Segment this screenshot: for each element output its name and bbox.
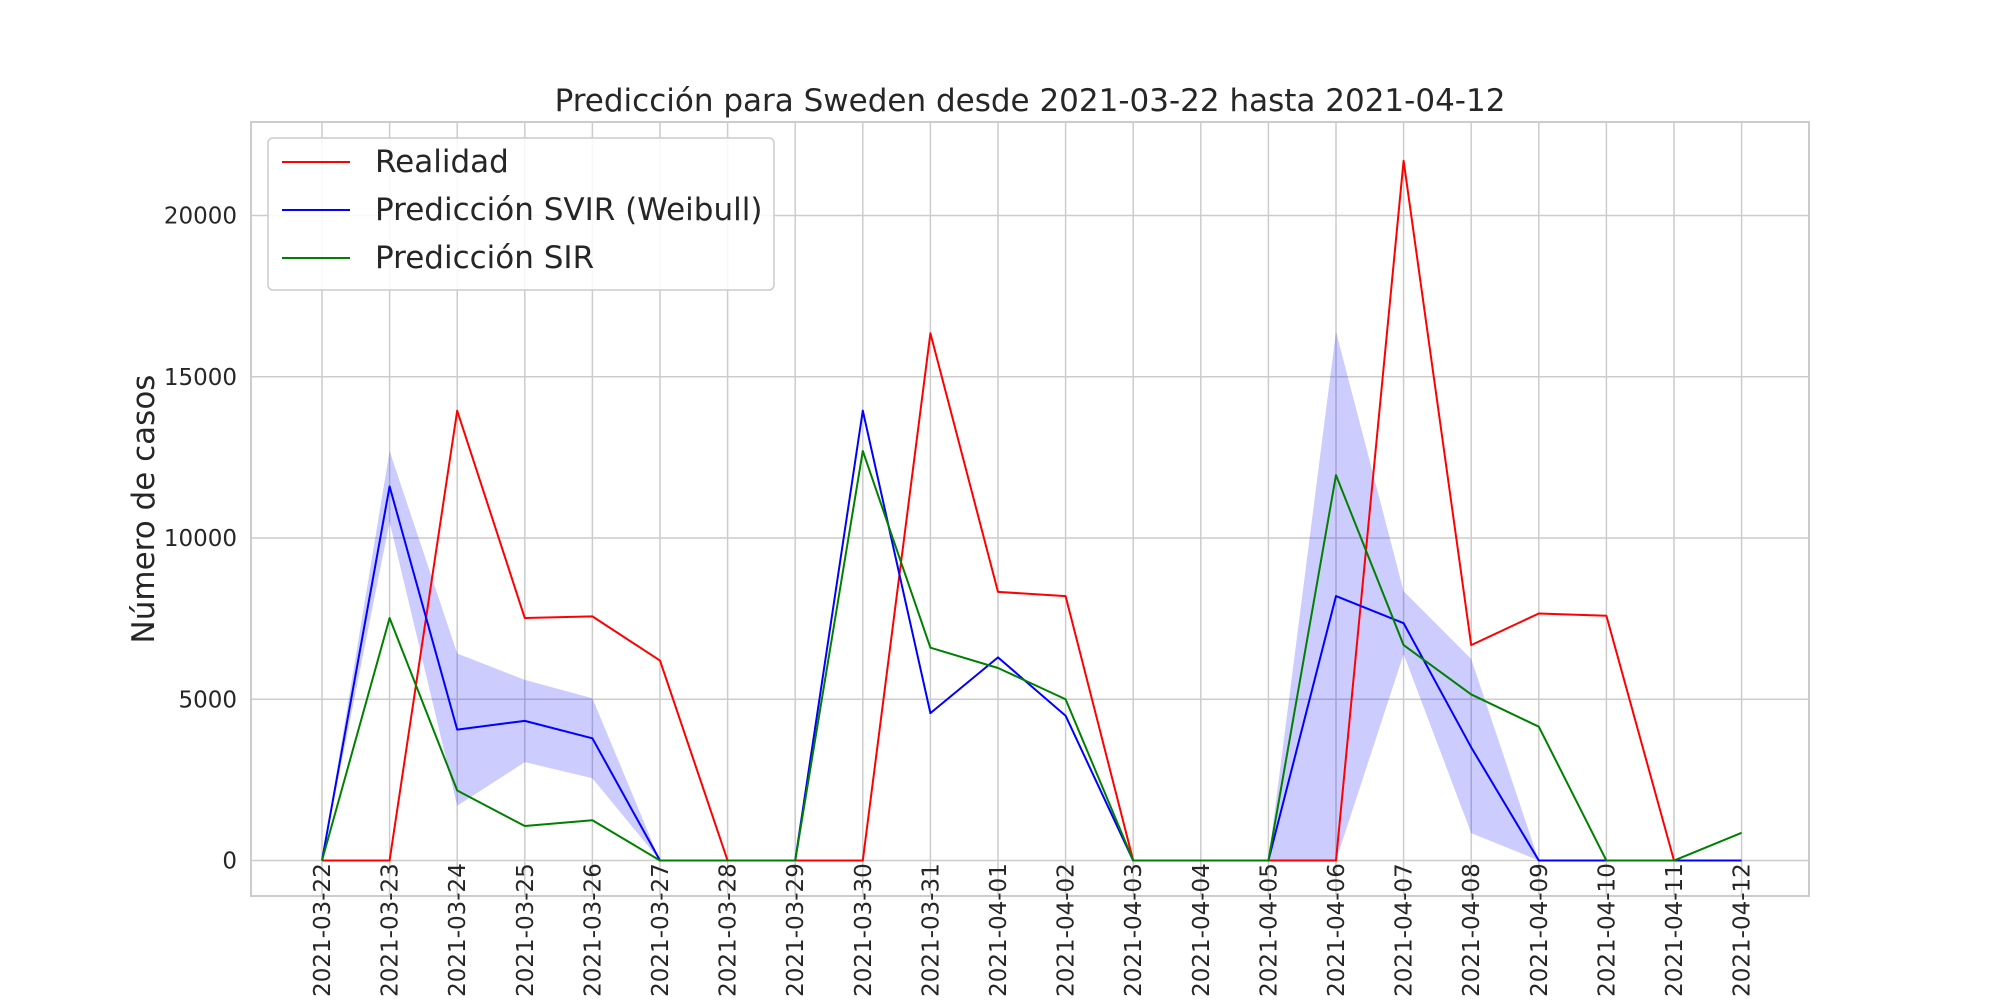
x-tick-label: 2021-04-10 [1594,863,1620,997]
y-tick-label: 20000 [164,204,237,230]
x-tick-label: 2021-03-25 [513,863,539,997]
y-axis-label: Número de casos [126,375,162,644]
x-tick-label: 2021-03-31 [918,863,944,997]
x-tick-label: 2021-03-30 [851,863,877,997]
legend-label-sir: Predicción SIR [375,240,594,276]
x-tick-label: 2021-03-24 [445,863,471,997]
legend-label-svir: Predicción SVIR (Weibull) [375,192,762,228]
x-tick-label: 2021-03-26 [580,863,606,997]
legend: Realidad Predicción SVIR (Weibull) Predi… [268,138,774,290]
x-tick-label: 2021-04-11 [1662,863,1688,997]
x-tick-label: 2021-03-22 [310,863,336,997]
x-tick-label: 2021-04-09 [1527,863,1553,997]
y-tick-label: 5000 [178,687,237,713]
x-tick-label: 2021-04-02 [1054,863,1080,997]
y-tick-label: 15000 [164,365,237,391]
chart-title: Predicción para Sweden desde 2021-03-22 … [555,83,1506,119]
x-tick-label: 2021-03-23 [378,863,404,997]
x-tick-label: 2021-03-28 [716,863,742,997]
x-tick-label: 2021-03-29 [783,863,809,997]
x-tick-label: 2021-03-27 [648,863,674,997]
y-tick-label: 0 [222,849,237,875]
y-tick-label: 10000 [164,526,237,552]
x-tick-label: 2021-04-06 [1324,863,1350,997]
x-tick-label: 2021-04-03 [1121,863,1147,997]
x-tick-label: 2021-04-12 [1730,863,1756,997]
x-tick-label: 2021-04-07 [1392,863,1418,997]
x-tick-label: 2021-04-01 [986,863,1012,997]
legend-label-realidad: Realidad [375,144,509,180]
x-tick-label: 2021-04-08 [1459,863,1485,997]
x-tick-label: 2021-04-04 [1189,863,1215,997]
x-tick-label: 2021-04-05 [1256,863,1282,997]
